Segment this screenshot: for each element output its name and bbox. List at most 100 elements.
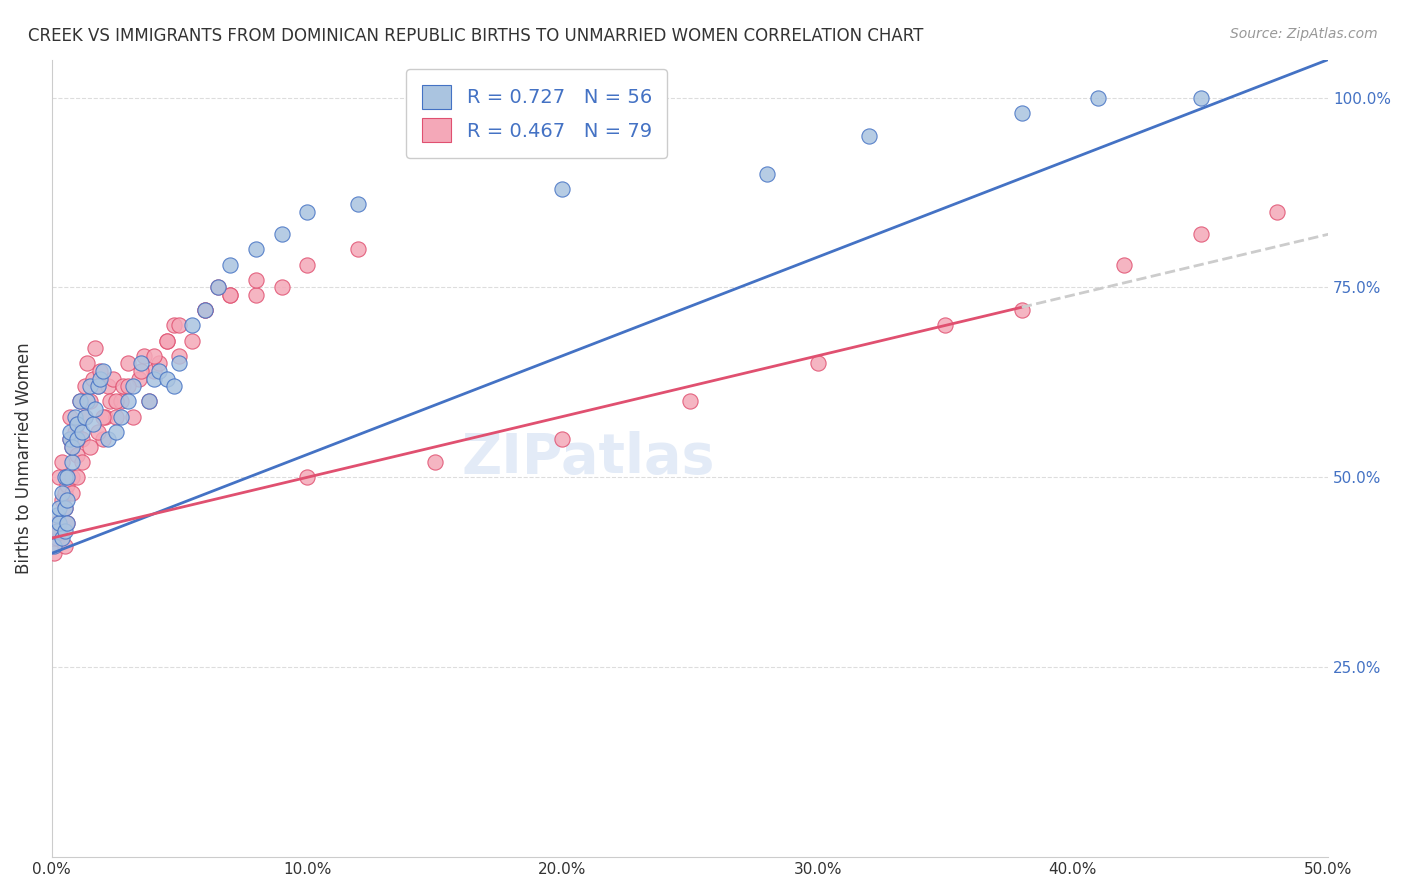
Point xyxy=(148,356,170,370)
Point xyxy=(48,470,70,484)
Point xyxy=(104,425,127,439)
Point xyxy=(97,433,120,447)
Point xyxy=(142,349,165,363)
Point xyxy=(89,364,111,378)
Point xyxy=(194,303,217,318)
Point xyxy=(53,500,76,515)
Point xyxy=(66,433,89,447)
Point xyxy=(295,258,318,272)
Point xyxy=(755,167,778,181)
Point xyxy=(72,455,94,469)
Point xyxy=(44,546,66,560)
Point xyxy=(163,318,186,333)
Point xyxy=(181,318,204,333)
Text: CREEK VS IMMIGRANTS FROM DOMINICAN REPUBLIC BIRTHS TO UNMARRIED WOMEN CORRELATIO: CREEK VS IMMIGRANTS FROM DOMINICAN REPUB… xyxy=(28,27,924,45)
Point xyxy=(156,371,179,385)
Point xyxy=(76,356,98,370)
Point xyxy=(1011,105,1033,120)
Point xyxy=(59,433,82,447)
Point xyxy=(194,303,217,318)
Point xyxy=(156,334,179,348)
Point xyxy=(117,394,139,409)
Point xyxy=(79,440,101,454)
Point xyxy=(45,508,67,523)
Point xyxy=(117,356,139,370)
Point xyxy=(295,470,318,484)
Point xyxy=(89,371,111,385)
Point xyxy=(63,409,86,424)
Point xyxy=(112,379,135,393)
Point xyxy=(53,485,76,500)
Point xyxy=(53,524,76,538)
Point xyxy=(142,371,165,385)
Point xyxy=(44,539,66,553)
Point xyxy=(132,349,155,363)
Point xyxy=(51,493,73,508)
Point xyxy=(110,409,132,424)
Point xyxy=(156,334,179,348)
Point xyxy=(60,470,83,484)
Point xyxy=(128,371,150,385)
Point xyxy=(86,379,108,393)
Point xyxy=(79,394,101,409)
Point xyxy=(56,478,79,492)
Point xyxy=(163,379,186,393)
Point xyxy=(270,280,292,294)
Point xyxy=(138,394,160,409)
Point xyxy=(219,288,242,302)
Point xyxy=(86,425,108,439)
Point xyxy=(423,455,446,469)
Point xyxy=(45,516,67,530)
Point xyxy=(104,394,127,409)
Point xyxy=(245,243,267,257)
Point xyxy=(104,409,127,424)
Point xyxy=(219,258,242,272)
Point xyxy=(207,280,229,294)
Point xyxy=(295,204,318,219)
Point xyxy=(1087,90,1109,104)
Point xyxy=(551,433,574,447)
Point xyxy=(101,371,124,385)
Point xyxy=(91,433,114,447)
Point xyxy=(59,433,82,447)
Point xyxy=(53,470,76,484)
Point xyxy=(858,128,880,143)
Point xyxy=(148,364,170,378)
Point xyxy=(45,531,67,545)
Point xyxy=(169,349,191,363)
Point xyxy=(51,455,73,469)
Point xyxy=(169,318,191,333)
Point xyxy=(48,516,70,530)
Point xyxy=(129,356,152,370)
Point xyxy=(934,318,956,333)
Point xyxy=(1189,227,1212,242)
Point xyxy=(142,364,165,378)
Point xyxy=(53,500,76,515)
Point xyxy=(51,531,73,545)
Point xyxy=(1265,204,1288,219)
Point xyxy=(60,440,83,454)
Point xyxy=(169,356,191,370)
Point xyxy=(45,524,67,538)
Point xyxy=(84,402,107,417)
Point xyxy=(1011,303,1033,318)
Point xyxy=(56,470,79,484)
Point xyxy=(72,433,94,447)
Point xyxy=(181,334,204,348)
Point xyxy=(51,485,73,500)
Point xyxy=(60,455,83,469)
Point xyxy=(76,394,98,409)
Point xyxy=(129,364,152,378)
Point xyxy=(82,417,104,432)
Point xyxy=(48,500,70,515)
Point xyxy=(73,409,96,424)
Point xyxy=(59,409,82,424)
Point xyxy=(91,364,114,378)
Point xyxy=(117,379,139,393)
Point xyxy=(138,394,160,409)
Point xyxy=(66,470,89,484)
Point xyxy=(122,409,145,424)
Point xyxy=(59,425,82,439)
Point xyxy=(806,356,828,370)
Point xyxy=(122,379,145,393)
